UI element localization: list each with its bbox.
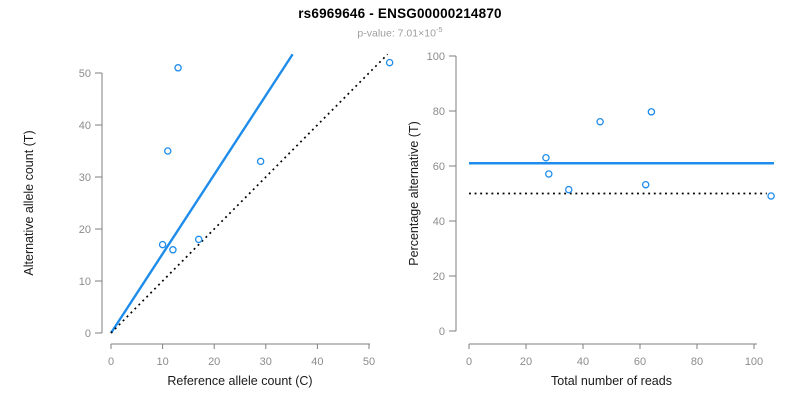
x-tick-label: 50 <box>363 356 375 368</box>
right-scatter-plot: 0 20 40 60 80 100 0 20 40 60 80 100 Total number of … <box>407 51 775 388</box>
y-tick-label: 40 <box>79 120 91 132</box>
y-tick-label: 60 <box>433 161 445 173</box>
y-tick-label: 10 <box>79 276 91 288</box>
x-tick-label: 10 <box>156 356 168 368</box>
data-point <box>385 58 394 67</box>
y-axis-label: Alternative allele count (T) <box>22 130 36 275</box>
x-tick-label: 0 <box>466 356 472 368</box>
data-point <box>542 154 550 162</box>
y-tick-label: 80 <box>433 106 445 118</box>
fitted-ratio-line <box>109 53 294 334</box>
identity-line <box>110 53 389 334</box>
data-points <box>542 108 775 200</box>
data-point <box>174 64 182 72</box>
y-axis: 0 20 40 60 80 100 <box>427 51 457 338</box>
data-point <box>164 147 172 155</box>
y-axis: 0 10 20 30 40 50 <box>79 68 103 340</box>
y-tick-label: 0 <box>439 326 445 338</box>
p-value-label: p-value: <box>357 27 398 40</box>
data-point <box>169 246 177 254</box>
p-value-subtitle: p-value: 7.01×10-5 <box>0 25 800 40</box>
data-point <box>194 235 203 244</box>
data-point <box>545 170 553 178</box>
x-tick-label: 20 <box>208 356 220 368</box>
data-point <box>767 192 775 200</box>
data-point <box>647 108 656 116</box>
y-tick-label: 100 <box>427 51 445 63</box>
data-point <box>256 157 265 166</box>
x-tick-label: 80 <box>691 356 703 368</box>
x-tick-label: 40 <box>311 356 323 368</box>
data-point <box>596 117 604 126</box>
data-points <box>158 58 394 254</box>
y-tick-label: 30 <box>79 172 91 184</box>
p-value-base: 7.01×10 <box>397 27 436 40</box>
x-axis-label: Reference allele count (C) <box>167 374 312 388</box>
plot-title: rs6969646 - ENSG00000214870 <box>298 6 502 21</box>
data-point <box>158 240 167 249</box>
y-tick-label: 40 <box>433 216 445 228</box>
data-point <box>641 180 650 189</box>
x-axis-label: Total number of reads <box>551 374 672 388</box>
p-value-exponent: -5 <box>435 25 443 34</box>
y-tick-label: 0 <box>85 328 91 340</box>
x-tick-label: 60 <box>634 356 646 368</box>
x-axis: 0 20 40 60 80 100 <box>466 343 763 368</box>
x-tick-label: 20 <box>520 356 532 368</box>
x-tick-label: 100 <box>745 356 763 368</box>
y-tick-label: 50 <box>79 68 91 80</box>
y-tick-label: 20 <box>433 271 445 283</box>
x-tick-label: 30 <box>260 356 272 368</box>
x-tick-label: 40 <box>577 356 589 368</box>
left-scatter-plot: 0 10 20 30 40 50 0 10 20 30 40 50 Reference allele c… <box>22 53 394 388</box>
y-axis-label: Percentage alternative (T) <box>407 121 421 266</box>
x-tick-label: 0 <box>108 356 114 368</box>
x-axis: 0 10 20 30 40 50 <box>108 343 375 368</box>
data-point <box>564 185 573 194</box>
y-tick-label: 20 <box>79 224 91 236</box>
